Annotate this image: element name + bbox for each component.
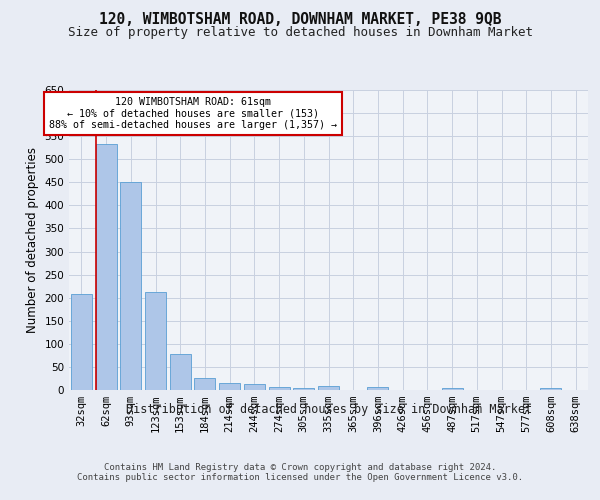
Text: 120 WIMBOTSHAM ROAD: 61sqm
← 10% of detached houses are smaller (153)
88% of sem: 120 WIMBOTSHAM ROAD: 61sqm ← 10% of deta… xyxy=(49,97,337,130)
Y-axis label: Number of detached properties: Number of detached properties xyxy=(26,147,39,333)
Bar xyxy=(318,386,339,390)
Bar xyxy=(71,294,92,390)
Bar xyxy=(269,387,290,390)
Bar xyxy=(541,388,562,390)
Text: Contains HM Land Registry data © Crown copyright and database right 2024.
Contai: Contains HM Land Registry data © Crown c… xyxy=(77,462,523,482)
Text: Size of property relative to detached houses in Downham Market: Size of property relative to detached ho… xyxy=(67,26,533,39)
Bar xyxy=(293,388,314,390)
Text: 120, WIMBOTSHAM ROAD, DOWNHAM MARKET, PE38 9QB: 120, WIMBOTSHAM ROAD, DOWNHAM MARKET, PE… xyxy=(99,12,501,28)
Bar xyxy=(170,354,191,390)
Bar xyxy=(194,378,215,390)
Bar xyxy=(95,144,116,390)
Bar xyxy=(442,388,463,390)
Bar xyxy=(244,384,265,390)
Bar xyxy=(219,383,240,390)
Bar xyxy=(120,182,141,390)
Text: Distribution of detached houses by size in Downham Market: Distribution of detached houses by size … xyxy=(126,402,532,415)
Bar xyxy=(145,292,166,390)
Bar xyxy=(367,387,388,390)
